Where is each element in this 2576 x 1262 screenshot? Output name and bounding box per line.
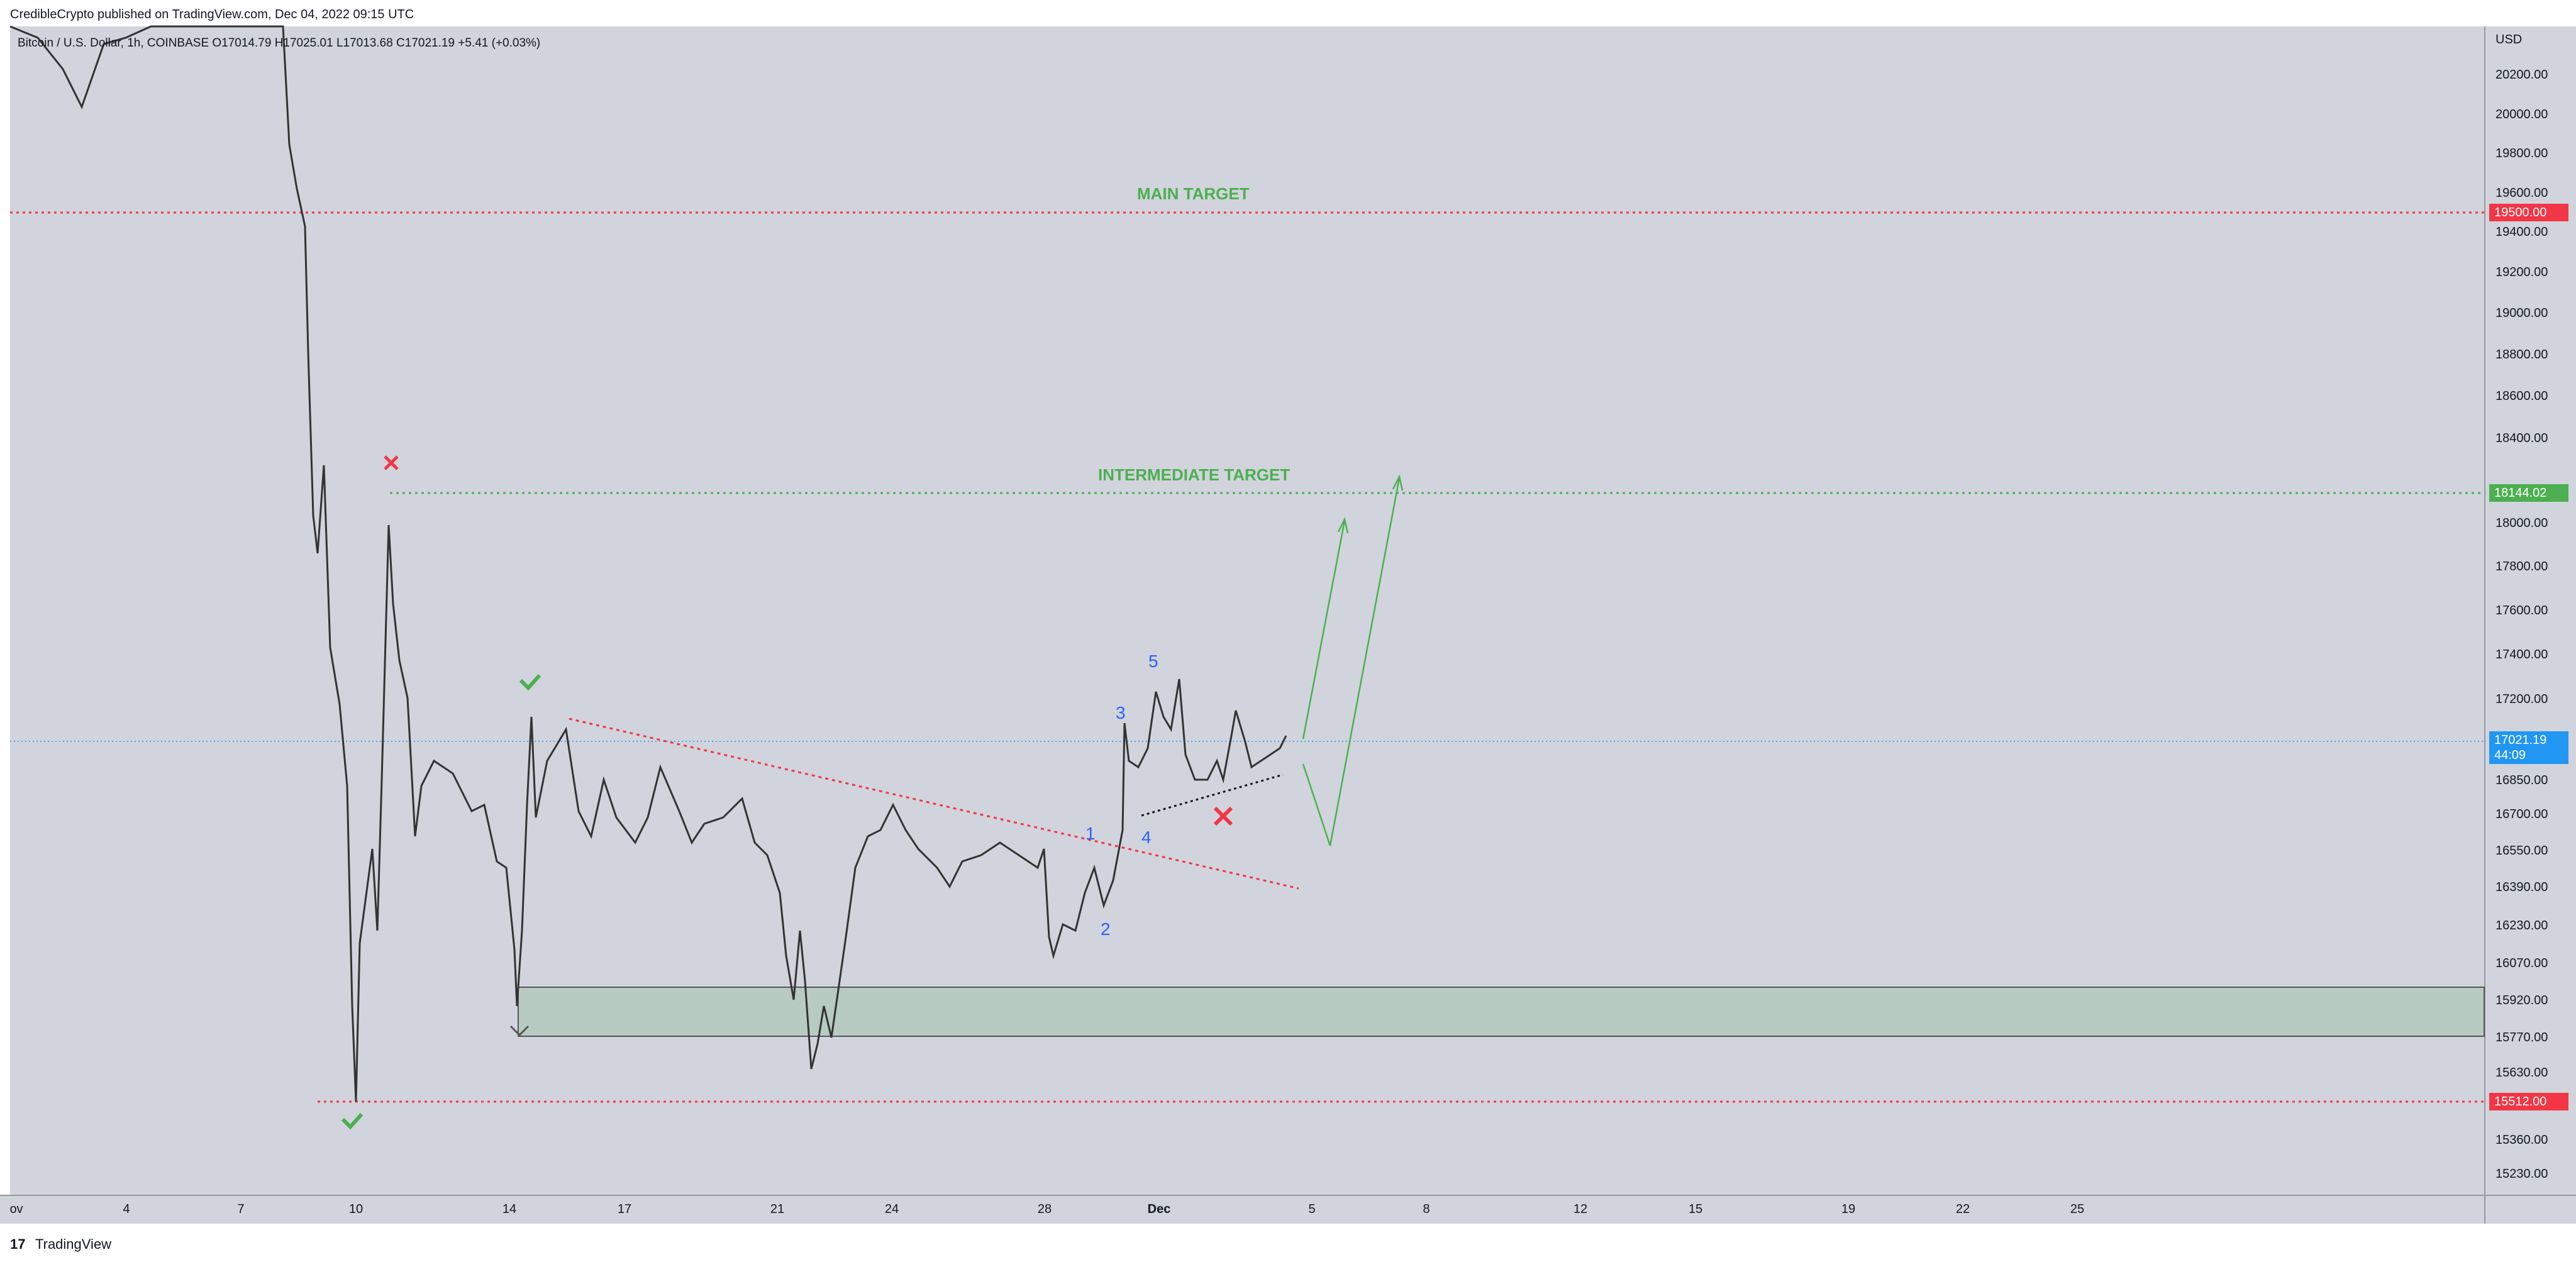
price-axis-currency: USD	[2496, 33, 2523, 47]
price-axis[interactable]	[2484, 26, 2576, 1224]
main-target-label: MAIN TARGET	[1137, 184, 1250, 203]
time-tick: 21	[770, 1202, 785, 1216]
time-tick: 28	[1037, 1202, 1052, 1216]
price-tick: 19800.00	[2496, 147, 2548, 160]
price-tick: 16230.00	[2496, 919, 2548, 933]
projection-arrow-short	[1302, 520, 1346, 739]
time-tick: 19	[1841, 1202, 1856, 1216]
wave-label-3: 3	[1116, 703, 1126, 722]
price-tick: 15920.00	[2496, 994, 2548, 1007]
time-tick: 25	[2070, 1202, 2085, 1216]
price-tick: 16390.00	[2496, 880, 2548, 894]
price-tick: 15770.00	[2496, 1031, 2548, 1044]
time-tick: 4	[123, 1202, 130, 1216]
cross-icon	[1213, 806, 1233, 826]
time-tick: 7	[237, 1202, 245, 1216]
wave-label-1: 1	[1085, 824, 1096, 843]
price-tick: 17600.00	[2496, 604, 2548, 617]
price-tick: 18000.00	[2496, 516, 2548, 530]
price-tick: 17200.00	[2496, 692, 2548, 706]
descending-trendline	[569, 717, 1299, 890]
price-tick: 15630.00	[2496, 1066, 2548, 1080]
price-tick: 20000.00	[2496, 108, 2548, 121]
support-zone	[518, 987, 2485, 1037]
price-tick: 19200.00	[2496, 265, 2548, 279]
tradingview-logo: 17	[10, 1236, 26, 1252]
time-tick: Dec	[1147, 1202, 1171, 1216]
price-tick: 17800.00	[2496, 560, 2548, 573]
price-tick: 18400.00	[2496, 431, 2548, 445]
wave4-trendline	[1141, 773, 1284, 817]
intermediate-target-label: INTERMEDIATE TARGET	[1098, 465, 1291, 484]
price-tick: 19000.00	[2496, 306, 2548, 320]
price-path	[9, 25, 1287, 1102]
wave-label-5: 5	[1148, 651, 1158, 671]
time-axis[interactable]	[0, 1195, 2484, 1225]
projection-arrow-long	[1302, 477, 1401, 846]
footer: 17 TradingView	[0, 1224, 2576, 1262]
price-tick: 19400.00	[2496, 225, 2548, 239]
time-tick: 5	[1308, 1202, 1316, 1216]
wave-label-2: 2	[1101, 919, 1111, 939]
price-tick: 18800.00	[2496, 348, 2548, 362]
time-tick: 10	[348, 1202, 364, 1216]
time-tick: 15	[1688, 1202, 1703, 1216]
time-tick: 24	[884, 1202, 899, 1216]
time-tick: 14	[502, 1202, 517, 1216]
time-tick: 12	[1573, 1202, 1588, 1216]
price-tick: 19600.00	[2496, 186, 2548, 200]
check-icon	[519, 673, 541, 691]
time-tick: 17	[617, 1202, 632, 1216]
current-price-tag: 17021.19 44:09	[2489, 731, 2568, 764]
price-tick: 15360.00	[2496, 1133, 2548, 1147]
cross-icon	[384, 455, 399, 470]
time-tick: 8	[1423, 1202, 1430, 1216]
intermediate-target-price-tag: 18144.02	[2489, 484, 2568, 502]
tradingview-brand: TradingView	[35, 1236, 112, 1252]
axis-corner	[2484, 1195, 2576, 1225]
price-tick: 16850.00	[2496, 773, 2548, 787]
zone-arrow	[509, 1025, 530, 1037]
price-tick: 18600.00	[2496, 389, 2548, 403]
bar-countdown: 44:09	[2494, 748, 2526, 762]
projection-arrowhead-long	[1392, 474, 1404, 491]
wave-label-4: 4	[1141, 827, 1152, 847]
price-tick: 16070.00	[2496, 956, 2548, 970]
price-tick: 20200.00	[2496, 68, 2548, 82]
current-price-value: 17021.19	[2494, 733, 2547, 747]
publish-header: CredibleCrypto published on TradingView.…	[0, 0, 2576, 26]
support-price-tag: 15512.00	[2489, 1093, 2568, 1110]
check-icon	[341, 1112, 364, 1130]
price-tick: 16700.00	[2496, 807, 2548, 821]
time-tick: ov	[9, 1202, 23, 1216]
publish-text: CredibleCrypto published on TradingView.…	[10, 8, 414, 21]
symbol-legend: Bitcoin / U.S. Dollar, 1h, COINBASE O170…	[18, 36, 541, 50]
time-tick: 22	[1955, 1202, 1970, 1216]
price-tick: 17400.00	[2496, 648, 2548, 661]
price-tick: 15230.00	[2496, 1167, 2548, 1181]
projection-arrowhead-short	[1337, 517, 1349, 534]
price-tick: 16550.00	[2496, 844, 2548, 858]
main-target-price-tag: 19500.00	[2489, 204, 2568, 221]
